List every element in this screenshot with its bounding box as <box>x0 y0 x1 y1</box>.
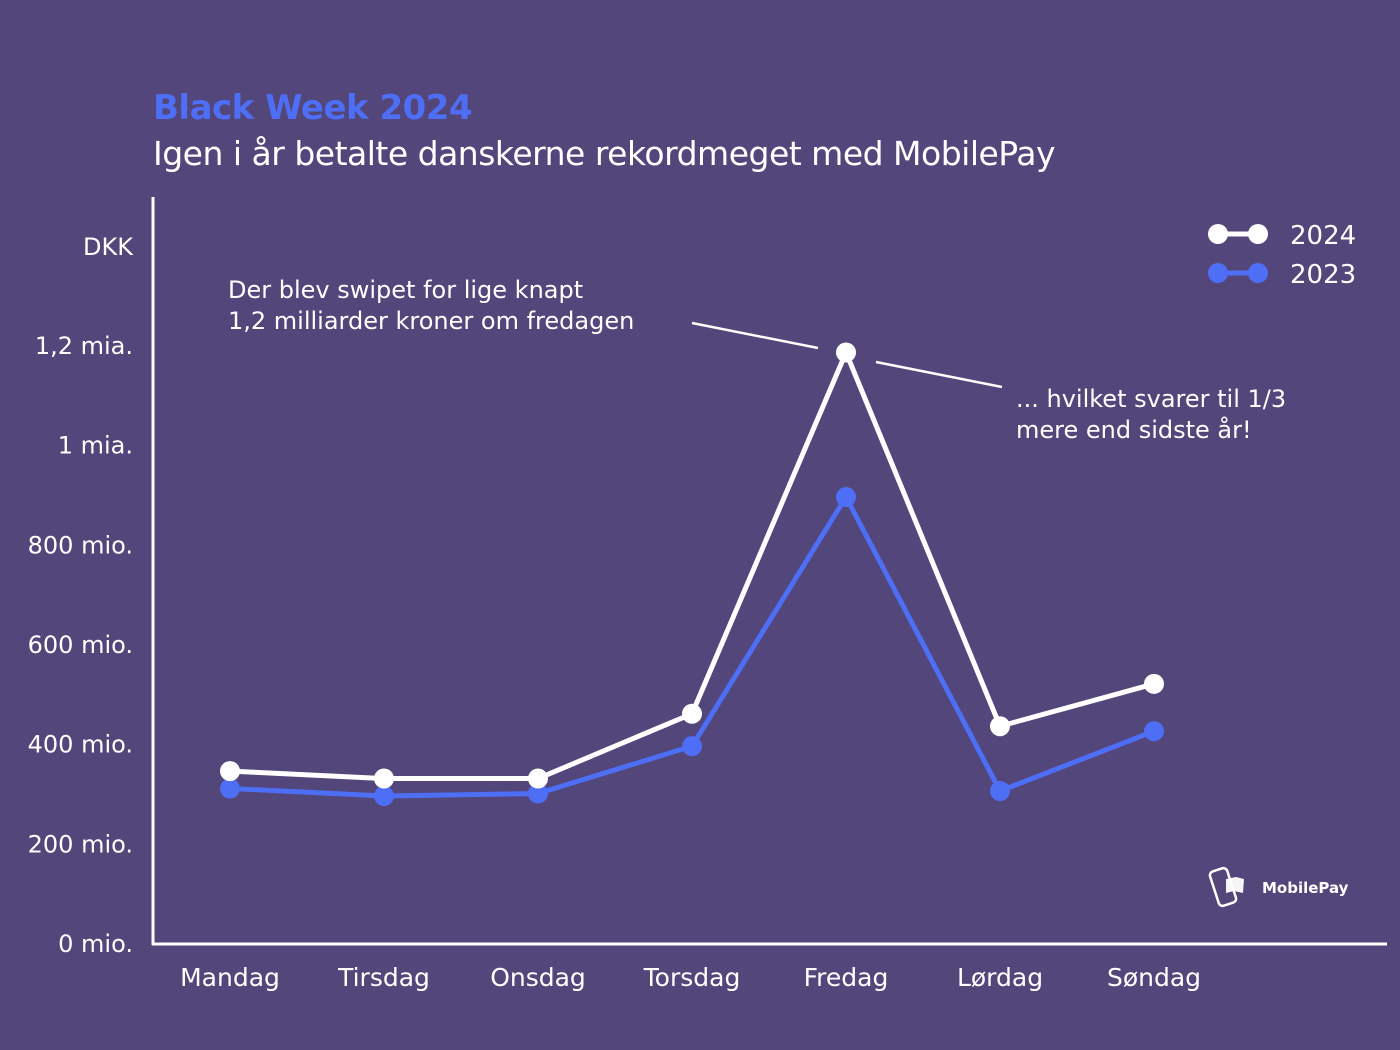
x-tick-label: Torsdag <box>643 963 741 992</box>
data-point-2023 <box>990 781 1010 802</box>
data-point-2023 <box>836 486 856 507</box>
x-tick-label: Tirsdag <box>337 963 430 992</box>
y-tick-label: 1 mia. <box>58 432 133 460</box>
y-axis-label: DKK <box>83 233 134 261</box>
legend-marker <box>1248 263 1268 283</box>
annotation-leader <box>691 321 819 350</box>
data-point-2023 <box>1144 721 1164 742</box>
annotation-text: mere end sidste år! <box>1016 415 1252 444</box>
y-tick-label: 0 mio. <box>58 930 133 958</box>
y-tick-label: 400 mio. <box>28 731 133 759</box>
legend-marker <box>1208 263 1228 283</box>
data-point-2024 <box>682 703 702 724</box>
logo-text: MobilePay <box>1262 879 1349 897</box>
annotation-leader <box>875 360 1003 389</box>
x-tick-label: Mandag <box>180 963 280 992</box>
annotation-text: 1,2 milliarder kroner om fredagen <box>228 307 634 335</box>
annotation-text: ... hvilket svarer til 1/3 <box>1016 385 1286 413</box>
x-tick-label: Fredag <box>804 963 889 992</box>
x-tick-label: Lørdag <box>957 963 1043 992</box>
data-point-2024 <box>1144 673 1164 694</box>
data-point-2023 <box>682 736 702 757</box>
chart-subtitle: Igen i år betalte danskerne rekordmeget … <box>153 134 1055 173</box>
mobilepay-logo-icon <box>1208 866 1244 908</box>
data-point-2024 <box>374 768 394 789</box>
y-tick-label: 600 mio. <box>28 631 133 659</box>
x-tick-label: Onsdag <box>490 963 586 992</box>
data-point-2023 <box>528 783 548 804</box>
data-point-2023 <box>220 778 240 799</box>
legend-marker <box>1248 224 1268 244</box>
data-point-2023 <box>374 785 394 806</box>
x-tick-label: Søndag <box>1107 963 1201 992</box>
legend-label: 2024 <box>1290 221 1356 251</box>
y-tick-label: 1,2 mia. <box>35 332 133 360</box>
legend-label: 2023 <box>1290 260 1356 290</box>
legend-marker <box>1208 224 1228 244</box>
data-point-2024 <box>990 716 1010 737</box>
y-tick-label: 800 mio. <box>28 531 133 559</box>
y-tick-label: 200 mio. <box>28 830 133 858</box>
data-point-2024 <box>836 342 856 363</box>
data-point-2024 <box>528 768 548 789</box>
data-point-2024 <box>220 761 240 782</box>
annotation-text: Der blev swipet for lige knapt <box>228 276 583 304</box>
mobilepay-logo: MobilePay <box>1208 865 1348 911</box>
chart-title: Black Week 2024 <box>153 88 473 128</box>
